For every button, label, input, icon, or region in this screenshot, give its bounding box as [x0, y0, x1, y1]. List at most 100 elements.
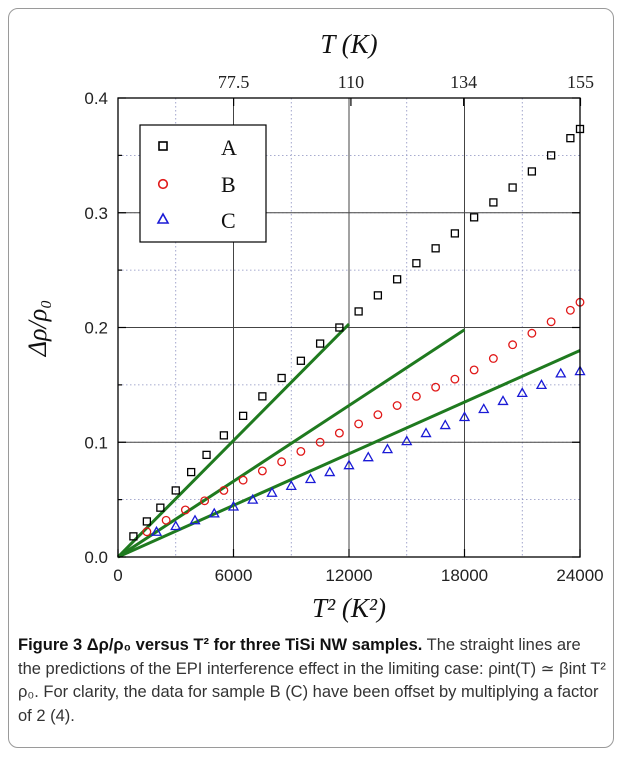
data-point: [277, 373, 286, 383]
data-point: [335, 323, 344, 332]
data-point: [171, 486, 180, 495]
data-point: [392, 401, 402, 410]
data-point: [247, 493, 259, 504]
series-a: [129, 124, 585, 541]
y-tick-label: 0.0: [84, 548, 108, 567]
data-point: [161, 515, 171, 525]
top-axis-label: T (K): [320, 29, 377, 59]
data-point: [431, 382, 441, 392]
data-point: [469, 213, 479, 222]
data-point: [450, 229, 460, 238]
data-point: [508, 183, 517, 192]
data-series: [129, 124, 586, 541]
fit-lines: [116, 323, 581, 559]
data-point: [478, 403, 490, 414]
data-point: [142, 527, 152, 537]
top-tick-label: 77.5: [218, 72, 250, 92]
y-axis-label: Δρ/ρ₀: [23, 300, 52, 357]
data-point: [129, 532, 138, 541]
data-point: [189, 514, 201, 525]
chart: 0 6000 12000 18000 24000 0.0 0.1 0.2 0.3 0.4 77.5 1…: [23, 29, 604, 623]
figure-frame: [8, 8, 614, 748]
data-point: [343, 459, 355, 470]
data-point: [392, 275, 402, 284]
data-point: [450, 374, 460, 384]
data-point: [202, 450, 211, 460]
data-point: [381, 443, 394, 454]
top-tick-label: 155: [567, 72, 594, 92]
data-point: [238, 475, 248, 485]
data-point: [304, 473, 317, 484]
data-point: [238, 411, 248, 421]
top-tick-label: 110: [338, 72, 364, 92]
x-tick-label: 0: [113, 566, 122, 585]
data-point: [497, 395, 509, 406]
data-point: [546, 317, 556, 327]
data-point: [257, 466, 267, 476]
y-tick-label: 0.2: [84, 319, 108, 338]
data-point: [142, 517, 152, 526]
data-point: [200, 496, 210, 506]
axis-ticks: 0 6000 12000 18000 24000 0.0 0.1 0.2 0.3 0.4 77.5 1…: [84, 72, 603, 585]
top-tick-label: 134: [450, 72, 477, 92]
figure-caption: Figure 3 Δρ/ρ₀ versus T² for three TiSi …: [18, 634, 606, 728]
data-point: [354, 419, 364, 429]
legend-label-c: C: [221, 208, 236, 233]
data-point: [373, 291, 383, 300]
legend-label-a: A: [221, 135, 237, 160]
y-tick-label: 0.4: [84, 89, 108, 108]
data-point: [180, 505, 190, 515]
legend: A B C: [139, 124, 267, 243]
legend-marker-b: [157, 178, 169, 190]
data-point: [516, 387, 528, 398]
fit-line: [117, 328, 466, 559]
legend-marker-a: [158, 141, 168, 151]
data-point: [489, 198, 498, 207]
legend-label-b: B: [221, 172, 236, 197]
data-point: [258, 392, 267, 401]
y-tick-label: 0.3: [84, 204, 108, 223]
data-point: [565, 305, 575, 315]
data-point: [373, 410, 383, 420]
data-point: [170, 520, 182, 531]
data-point: [219, 431, 229, 440]
data-point: [150, 525, 163, 536]
data-point: [296, 446, 306, 456]
data-point: [324, 466, 336, 477]
y-tick-label: 0.1: [84, 433, 108, 452]
data-point: [488, 354, 498, 363]
data-point: [401, 435, 413, 446]
data-point: [546, 151, 556, 160]
series-c: [150, 365, 586, 536]
data-point: [555, 367, 567, 378]
data-point: [208, 507, 220, 518]
caption-lead: Figure 3 Δρ/ρ₀ versus T² for three TiSi …: [18, 636, 423, 654]
data-point: [296, 356, 306, 365]
data-point: [527, 167, 537, 176]
data-point: [227, 500, 240, 511]
legend-marker-c: [156, 212, 170, 224]
data-point: [219, 485, 229, 495]
data-point: [315, 339, 325, 348]
fit-line: [116, 323, 351, 559]
data-point: [535, 379, 548, 390]
x-tick-label: 24000: [556, 566, 603, 585]
data-point: [566, 134, 575, 143]
data-point: [362, 451, 374, 462]
x-tick-label: 6000: [215, 566, 253, 585]
data-point: [186, 467, 196, 477]
data-point: [469, 365, 479, 375]
data-point: [156, 503, 165, 512]
x-axis-label: T² (K²): [312, 593, 386, 623]
data-point: [315, 437, 325, 447]
data-point: [354, 307, 363, 316]
caption-body: The straight lines are the predictions o…: [18, 636, 606, 725]
fit-line: [117, 349, 581, 559]
data-point: [334, 428, 344, 438]
data-point: [277, 457, 287, 467]
data-point: [439, 419, 451, 430]
x-tick-label: 18000: [441, 566, 488, 585]
data-point: [431, 244, 440, 253]
data-point: [411, 391, 421, 401]
data-point: [508, 340, 518, 350]
